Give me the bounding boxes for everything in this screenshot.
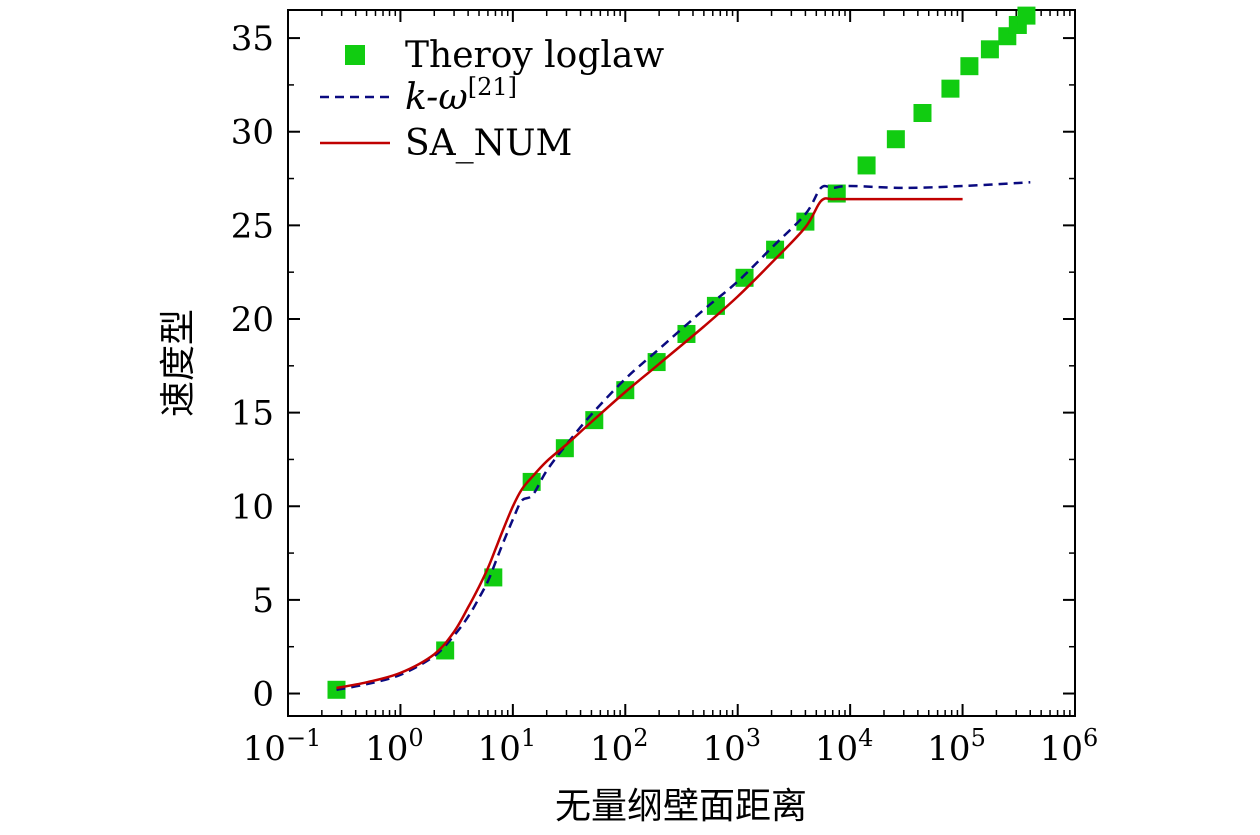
y-tick-label: 15: [231, 394, 274, 434]
loglaw-point: [886, 130, 905, 149]
loglaw-point: [735, 268, 754, 287]
x-tick-label: 10−1: [243, 724, 322, 769]
x-tick-label: 100: [365, 724, 424, 769]
x-tick-label: 104: [815, 724, 874, 769]
x-tick-label: 101: [478, 724, 537, 769]
loglaw-point: [522, 472, 541, 491]
axis-ticks: 0 5 10 15 20 25 30 35 10−1 100 101 102 103 104 105 106: [231, 10, 1099, 769]
loglaw-point: [857, 156, 876, 175]
x-tick-label: 106: [1040, 724, 1099, 769]
y-axis-label: 速度型: [158, 309, 199, 417]
loglaw-point: [1017, 6, 1036, 25]
y-tick-label: 10: [231, 487, 274, 527]
y-tick-label: 0: [252, 675, 274, 715]
x-tick-label: 103: [702, 724, 761, 769]
sa-num-line: [336, 197, 963, 690]
x-tick-label: 102: [590, 724, 649, 769]
loglaw-point: [796, 212, 815, 231]
x-axis-label: 无量纲壁面距离: [555, 786, 807, 827]
loglaw-point: [436, 641, 455, 660]
x-tick-label: 105: [927, 724, 986, 769]
loglaw-point: [913, 103, 932, 122]
series-layer: [327, 6, 1036, 699]
k-omega-line: [336, 181, 1031, 692]
legend-marker-loglaw: [345, 45, 365, 65]
loglaw-point: [647, 353, 666, 372]
plot-frame: [287, 9, 1076, 717]
y-tick-label: 20: [231, 300, 274, 340]
loglaw-point: [980, 40, 999, 59]
legend-label: k-ω[21]: [405, 73, 517, 118]
y-tick-label: 25: [231, 206, 274, 246]
loglaw-point: [960, 57, 979, 76]
loglaw-point: [706, 296, 725, 315]
y-tick-label: 35: [231, 19, 274, 59]
legend-label: SA_NUM: [405, 123, 572, 164]
loglaw-point: [941, 79, 960, 98]
y-tick-label: 30: [231, 113, 274, 153]
y-tick-label: 5: [252, 581, 274, 621]
legend-label: Theroy loglaw: [405, 35, 664, 76]
